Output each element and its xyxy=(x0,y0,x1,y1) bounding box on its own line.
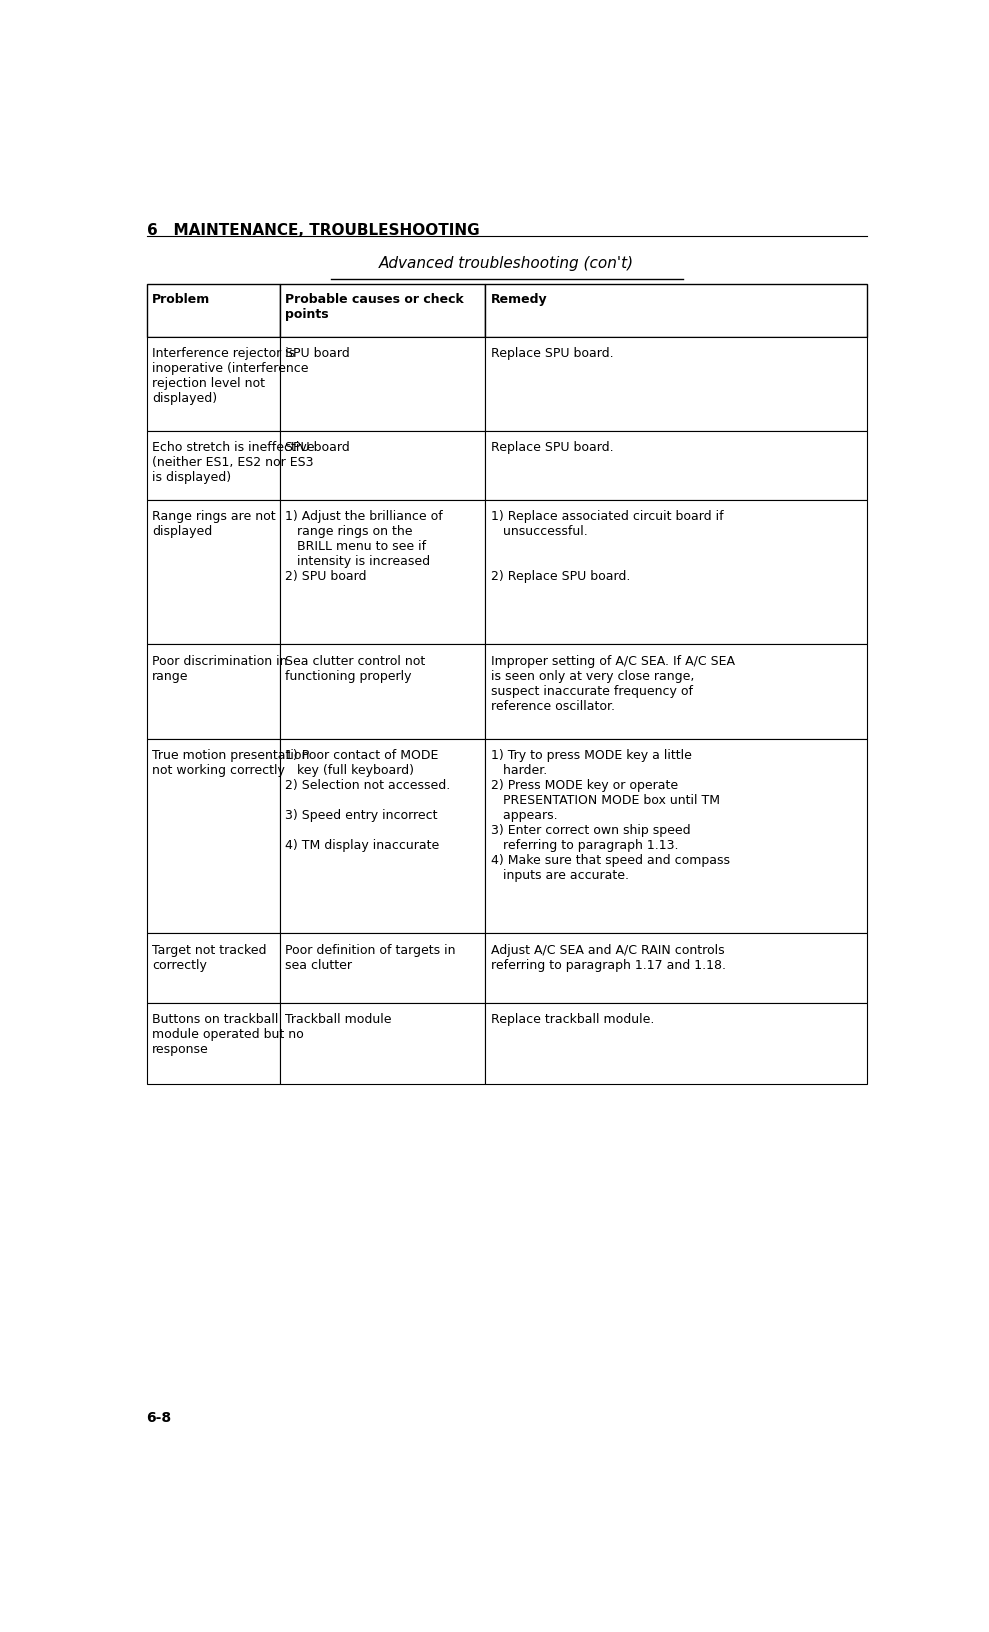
Text: 1) Try to press MODE key a little
   harder.
2) Press MODE key or operate
   PRE: 1) Try to press MODE key a little harder… xyxy=(491,749,730,881)
Text: Improper setting of A/C SEA. If A/C SEA
is seen only at very close range,
suspec: Improper setting of A/C SEA. If A/C SEA … xyxy=(491,654,735,713)
Bar xyxy=(486,739,867,934)
Text: Probable causes or check
points: Probable causes or check points xyxy=(285,292,464,320)
Text: Target not tracked
correctly: Target not tracked correctly xyxy=(152,943,266,971)
Text: Adjust A/C SEA and A/C RAIN controls
referring to paragraph 1.17 and 1.18.: Adjust A/C SEA and A/C RAIN controls ref… xyxy=(491,943,726,971)
Bar xyxy=(486,431,867,499)
Text: Range rings are not
displayed: Range rings are not displayed xyxy=(152,509,276,539)
Bar xyxy=(486,284,867,336)
Bar xyxy=(146,431,280,499)
Bar xyxy=(280,336,486,431)
Text: Sea clutter control not
functioning properly: Sea clutter control not functioning prop… xyxy=(285,654,425,682)
Text: Replace trackball module.: Replace trackball module. xyxy=(491,1012,654,1025)
Bar xyxy=(146,499,280,645)
Text: 1) Adjust the brilliance of
   range rings on the
   BRILL menu to see if
   int: 1) Adjust the brilliance of range rings … xyxy=(285,509,443,583)
Bar xyxy=(146,739,280,934)
Text: Interference rejector is
inoperative (interference
rejection level not
displayed: Interference rejector is inoperative (in… xyxy=(152,346,309,405)
Bar xyxy=(146,1002,280,1084)
Text: Advanced troubleshooting (con't): Advanced troubleshooting (con't) xyxy=(380,256,634,271)
Bar xyxy=(280,739,486,934)
Bar xyxy=(280,499,486,645)
Bar xyxy=(280,431,486,499)
Text: 1) Replace associated circuit board if
   unsuccessful.


2) Replace SPU board.: 1) Replace associated circuit board if u… xyxy=(491,509,723,583)
Text: 1) Poor contact of MODE
   key (full keyboard)
2) Selection not accessed.

3) Sp: 1) Poor contact of MODE key (full keyboa… xyxy=(285,749,451,852)
Bar xyxy=(280,1002,486,1084)
Bar xyxy=(280,284,486,336)
Text: True motion presentation
not working correctly: True motion presentation not working cor… xyxy=(152,749,310,777)
Bar xyxy=(146,336,280,431)
Bar xyxy=(486,934,867,1002)
Bar xyxy=(280,645,486,739)
Bar xyxy=(486,645,867,739)
Text: Problem: Problem xyxy=(152,292,211,305)
Bar xyxy=(486,499,867,645)
Text: Replace SPU board.: Replace SPU board. xyxy=(491,441,613,454)
Text: Buttons on trackball
module operated but no
response: Buttons on trackball module operated but… xyxy=(152,1012,304,1056)
Text: SPU board: SPU board xyxy=(285,441,350,454)
Text: Echo stretch is ineffective
(neither ES1, ES2 nor ES3
is displayed): Echo stretch is ineffective (neither ES1… xyxy=(152,441,315,483)
Text: Poor discrimination in
range: Poor discrimination in range xyxy=(152,654,288,682)
Text: Replace SPU board.: Replace SPU board. xyxy=(491,346,613,359)
Text: 6   MAINTENANCE, TROUBLESHOOTING: 6 MAINTENANCE, TROUBLESHOOTING xyxy=(146,224,480,238)
Bar xyxy=(280,934,486,1002)
Bar xyxy=(146,284,280,336)
Bar xyxy=(486,336,867,431)
Bar xyxy=(146,934,280,1002)
Bar xyxy=(486,1002,867,1084)
Text: Trackball module: Trackball module xyxy=(285,1012,392,1025)
Bar xyxy=(146,645,280,739)
Text: Remedy: Remedy xyxy=(491,292,547,305)
Text: Poor definition of targets in
sea clutter: Poor definition of targets in sea clutte… xyxy=(285,943,456,971)
Text: SPU board: SPU board xyxy=(285,346,350,359)
Text: 6-8: 6-8 xyxy=(146,1410,172,1425)
